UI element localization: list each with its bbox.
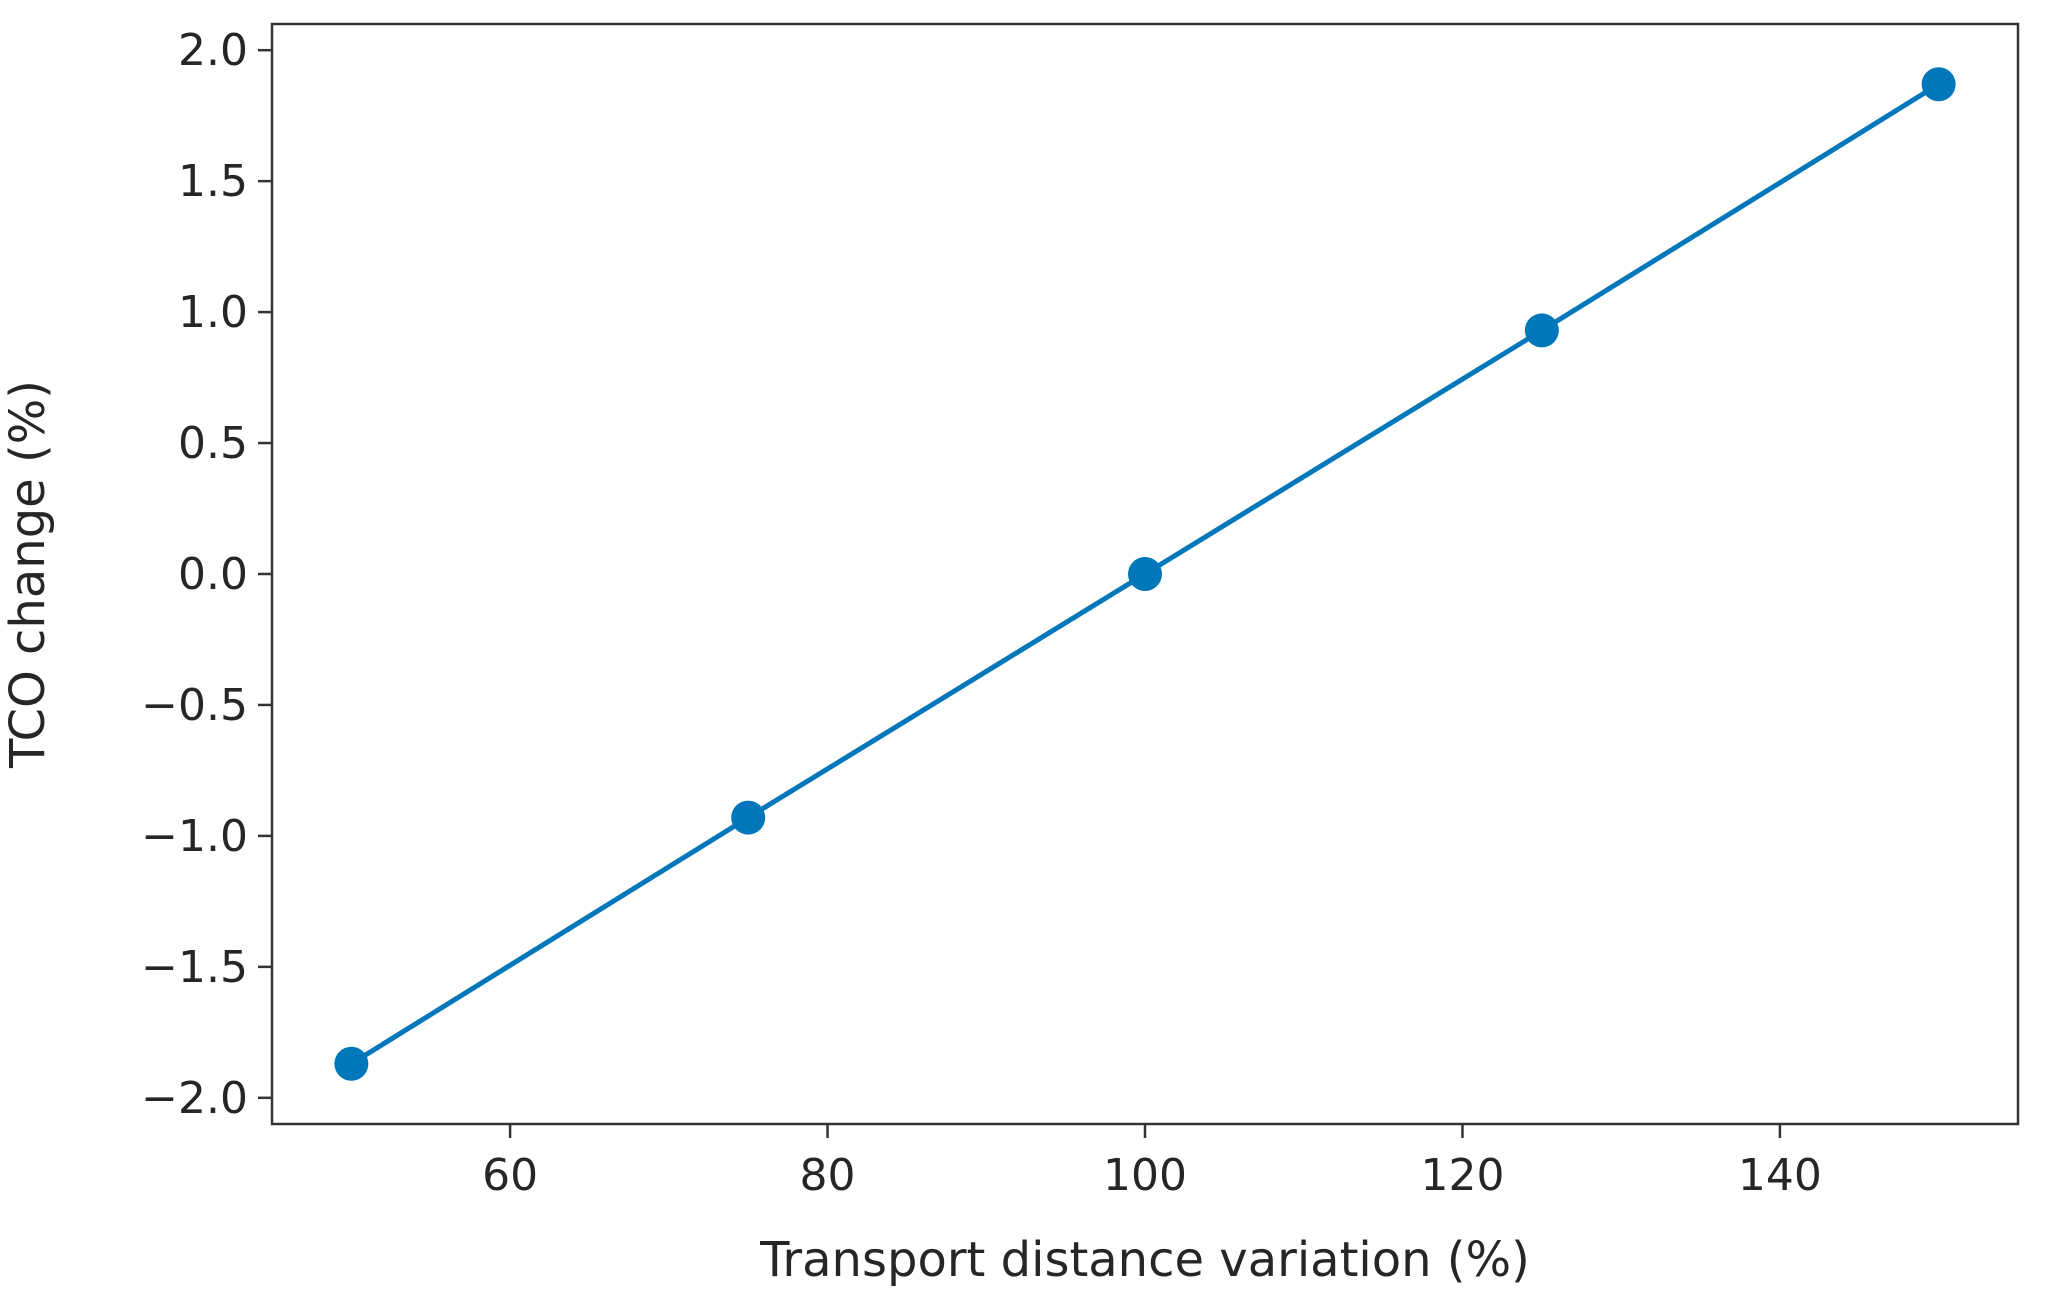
- y-tick-label: 0.0: [178, 549, 248, 600]
- x-tick-label: 80: [800, 1150, 856, 1201]
- x-tick-label: 120: [1420, 1150, 1504, 1201]
- x-tick-label: 140: [1738, 1150, 1822, 1201]
- x-axis-label: Transport distance variation (%): [759, 1232, 1530, 1288]
- y-tick-label: 1.0: [178, 287, 248, 338]
- y-tick-label: 0.5: [178, 418, 248, 469]
- y-tick-label: −0.5: [141, 680, 248, 731]
- x-tick-label: 100: [1103, 1150, 1187, 1201]
- y-tick-label: 1.5: [178, 156, 248, 207]
- y-tick-label: −2.0: [141, 1073, 248, 1124]
- axes: 60 80 100 120 140 −2.0 −1.5 −1.0 −0.5 0.0 0.5 1.0 1.…: [141, 22, 2020, 1201]
- y-tick-label: −1.0: [141, 811, 248, 862]
- data-point: [1921, 67, 1956, 102]
- y-tick-label: −1.5: [141, 942, 248, 993]
- y-axis-label: TCO change (%): [0, 380, 56, 769]
- data-point: [1128, 557, 1162, 591]
- y-tick-label: 2.0: [178, 25, 248, 76]
- data-point: [334, 1046, 369, 1081]
- x-tick-label: 60: [482, 1150, 538, 1201]
- data-point: [731, 800, 766, 835]
- data-point: [1524, 313, 1559, 348]
- series-layer: [334, 67, 1956, 1081]
